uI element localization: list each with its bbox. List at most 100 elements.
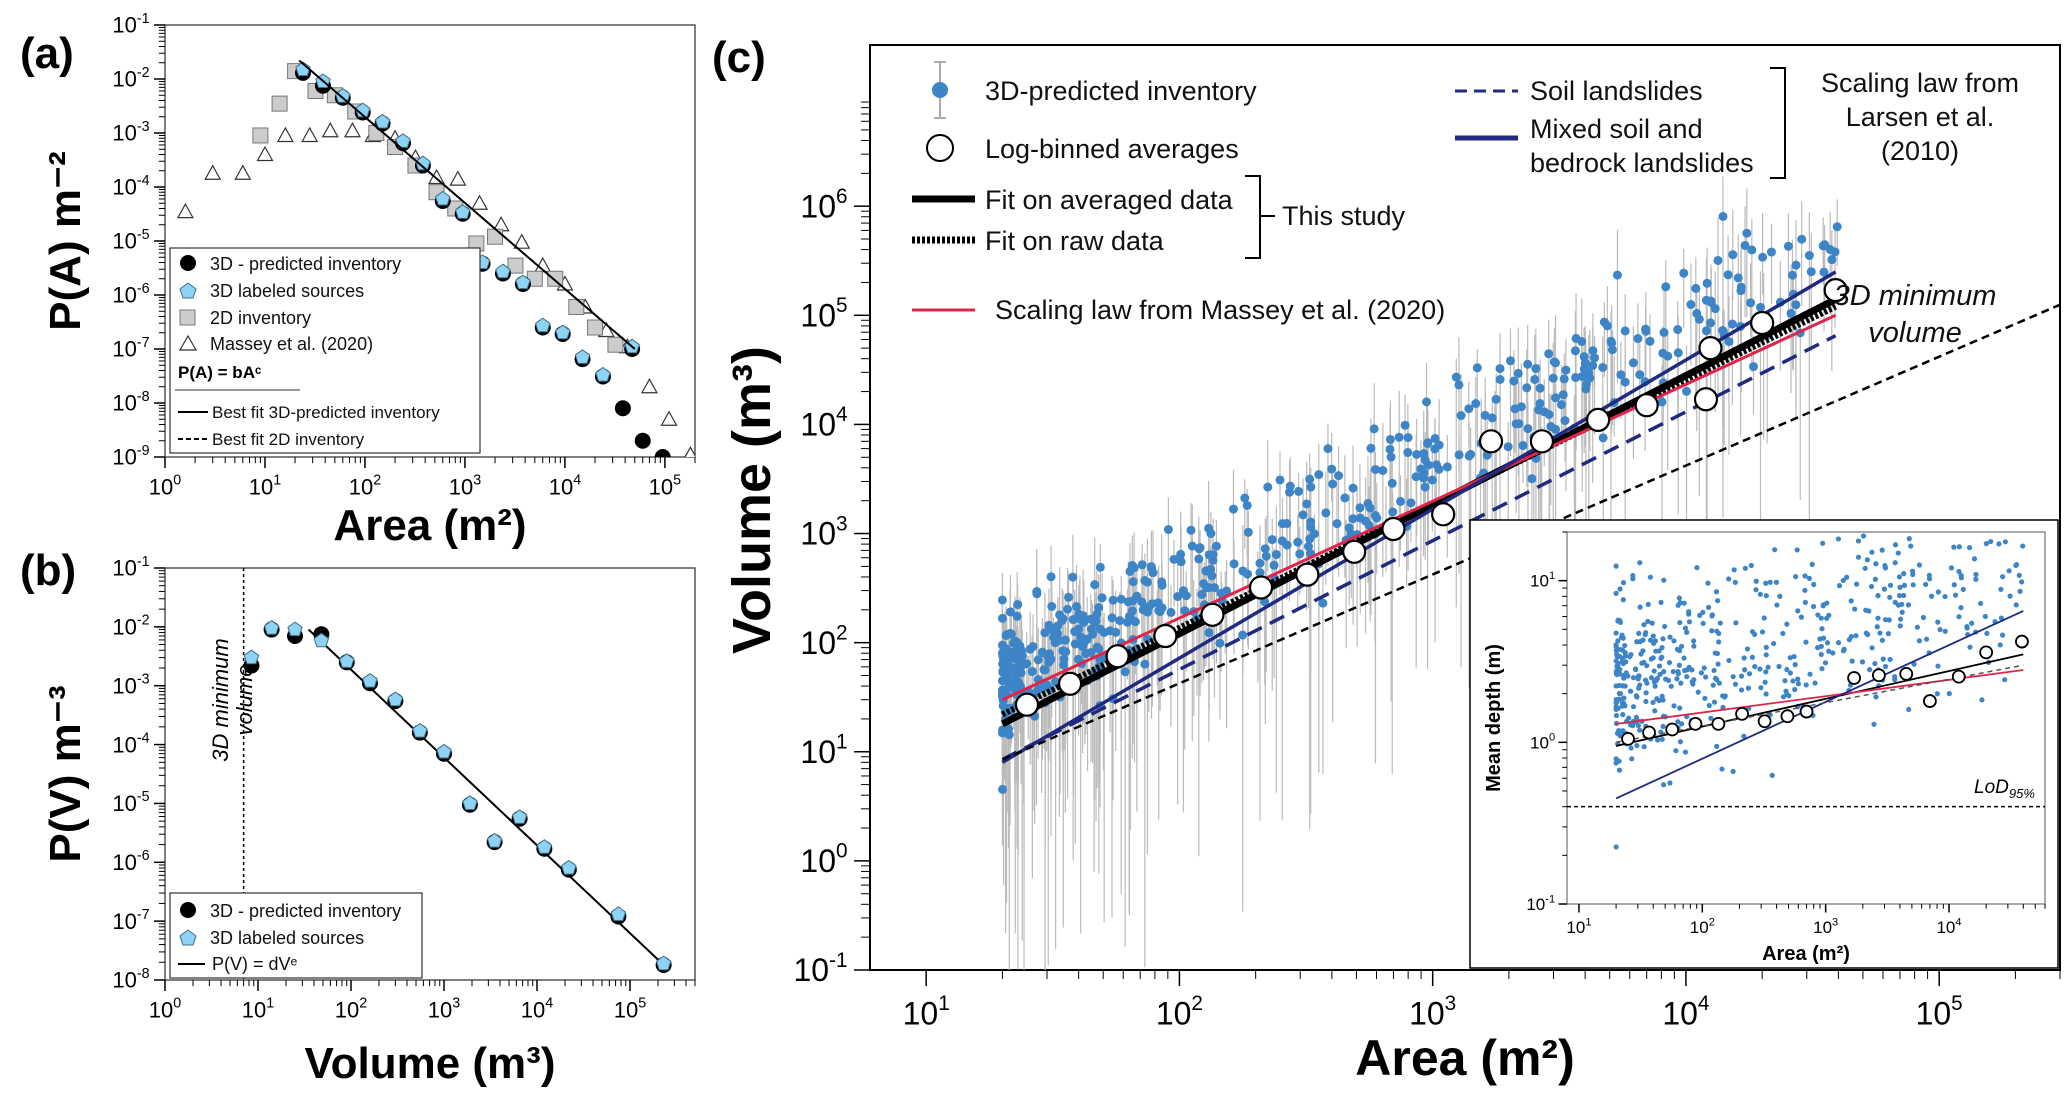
inset-point-161 xyxy=(1844,574,1850,580)
panel-c-point-63 xyxy=(1403,433,1413,443)
panel-c-ytick-exp-3: 2 xyxy=(836,621,848,644)
inset-point-485 xyxy=(1701,665,1707,671)
inset-point-420 xyxy=(1630,572,1636,579)
inset-point-198 xyxy=(1964,455,1969,460)
inset-point-29 xyxy=(1787,670,1793,676)
inset-point-200 xyxy=(1935,619,1941,625)
panel-a-ytick-exp-1: -8 xyxy=(137,389,150,405)
inset-point-143 xyxy=(1716,630,1722,637)
panel-a-axes: 100 101 102 103 104 10510-910-810-710-610-510… xyxy=(112,11,696,499)
panel-b-ytick-label-5: 10-3 xyxy=(112,672,149,699)
panel-c-point-385 xyxy=(1503,442,1513,452)
inset-binned-average-2 xyxy=(1665,722,1680,737)
inset-point-438 xyxy=(1656,663,1663,669)
panel-c-point-444 xyxy=(1140,659,1150,669)
panel-c-point-308 xyxy=(1334,471,1344,481)
panel-c-point-438 xyxy=(1086,624,1096,634)
inset-point-81 xyxy=(1983,541,1989,547)
inset-point-497 xyxy=(1613,706,1619,713)
inset-point-359 xyxy=(1977,600,1984,607)
panel-c-point-220 xyxy=(1663,351,1673,361)
panel-c-point-479 xyxy=(1229,559,1239,569)
panel-c-point-384 xyxy=(1004,730,1014,740)
inset-point-425 xyxy=(1634,742,1640,749)
panel-b-ytick-label-0: 10-8 xyxy=(112,966,149,993)
panel-c-point-94 xyxy=(1355,503,1365,513)
inset-point-238 xyxy=(1684,629,1690,635)
inset-point-51 xyxy=(1713,589,1720,595)
inset-point-247 xyxy=(1958,605,1964,611)
inset-point-454 xyxy=(2020,543,2026,549)
panel-c-point-108 xyxy=(1806,267,1816,277)
panel-c-point-487 xyxy=(1148,568,1158,578)
panel-c-larsen-legend: Soil landslides Mixed soil and bedrock la… xyxy=(1455,67,2019,349)
panel-c-legend: 3D-predicted inventory Log-binned averag… xyxy=(912,61,1445,325)
inset-point-510 xyxy=(1626,715,1632,721)
panel-c-point-258 xyxy=(1238,630,1248,640)
panel-c-binned-average-11 xyxy=(1529,429,1555,454)
inset-point-274 xyxy=(1643,630,1649,636)
inset-point-57 xyxy=(1658,599,1664,605)
inset-point-258 xyxy=(1730,768,1736,775)
legend-a-marker-inventory xyxy=(180,255,196,271)
inset-point-518 xyxy=(1855,554,1862,560)
panel-c-point-405 xyxy=(1487,413,1497,423)
inset-point-103 xyxy=(1645,618,1651,624)
panel-c-point-432 xyxy=(1590,353,1600,363)
panel-a-ytick-label-1: 10-8 xyxy=(112,389,149,416)
panel-b-ytick-mant-4: 10 xyxy=(112,732,136,757)
panel-a-ytick-mant-1: 10 xyxy=(112,391,136,416)
panel-c-point-189 xyxy=(1344,523,1354,533)
panel-c-point-90 xyxy=(1340,493,1350,503)
panel-c-ytick-mant-1: 10 xyxy=(800,843,836,879)
inset-point-100 xyxy=(1998,615,2004,621)
legend-c-this-study-label: This study xyxy=(1282,201,1406,231)
inset-point-290 xyxy=(1773,579,1780,585)
panel-c-point-424 xyxy=(1195,543,1205,553)
panel-c-point-75 xyxy=(1819,267,1829,277)
inset-point-469 xyxy=(1636,673,1642,679)
panel-c-ytick-label-7: 106 xyxy=(800,185,847,224)
panel-c-point-236 xyxy=(1070,627,1080,637)
panel-c-point-62 xyxy=(1454,450,1464,460)
inset-point-22 xyxy=(1691,638,1697,644)
inset-point-232 xyxy=(1810,603,1817,610)
panel-a-xtick-mant-5: 10 xyxy=(649,474,673,499)
panel-c-point-302 xyxy=(1527,474,1537,484)
inset-point-110 xyxy=(1802,587,1808,593)
inset-point-77 xyxy=(1869,645,1875,651)
inset-point-466 xyxy=(1866,608,1872,614)
inset-point-519 xyxy=(1848,598,1854,604)
panel-b-xtick-label-4: 104 xyxy=(521,996,553,1023)
panel-c-point-322 xyxy=(1348,514,1358,524)
panel-c-xtick-exp-2: 3 xyxy=(1445,992,1457,1015)
panel-a-ytick-mant-2: 10 xyxy=(112,337,136,362)
panel-c-point-157 xyxy=(1092,609,1102,619)
panel-c-point-110 xyxy=(1385,444,1395,454)
panel-c-point-356 xyxy=(1201,566,1211,576)
inset-point-193 xyxy=(1897,616,1904,622)
panel-c-point-57 xyxy=(1090,580,1100,590)
panel-c-point-66 xyxy=(1420,482,1430,492)
inset-point-423 xyxy=(1753,587,1759,593)
panel-a-xtick-mant-0: 10 xyxy=(149,474,173,499)
panel-b-xtick-exp-4: 4 xyxy=(545,996,553,1012)
panel-c-point-433 xyxy=(1022,659,1032,669)
panel-a-point-square-16 xyxy=(568,298,585,315)
panel-c-point-33 xyxy=(1628,358,1638,368)
inset-point-68 xyxy=(1763,580,1769,586)
panel-c-point-1 xyxy=(1827,255,1837,265)
panel-c-point-358 xyxy=(1740,240,1750,250)
inset-point-476 xyxy=(1617,690,1624,697)
panel-b-plot xyxy=(242,568,672,980)
panel-c-point-328 xyxy=(1388,507,1398,517)
inset-binned-average-12 xyxy=(1923,694,1937,708)
inset-point-170 xyxy=(1691,643,1697,649)
panel-b-ytick-label-4: 10-4 xyxy=(112,730,149,757)
inset-point-215 xyxy=(1911,661,1917,667)
inset-point-314 xyxy=(1738,687,1745,693)
inset-point-250 xyxy=(1759,629,1766,635)
inset-frame xyxy=(1469,519,2059,969)
panel-c-point-465 xyxy=(1187,541,1197,551)
panel-c-point-77 xyxy=(1523,424,1533,434)
